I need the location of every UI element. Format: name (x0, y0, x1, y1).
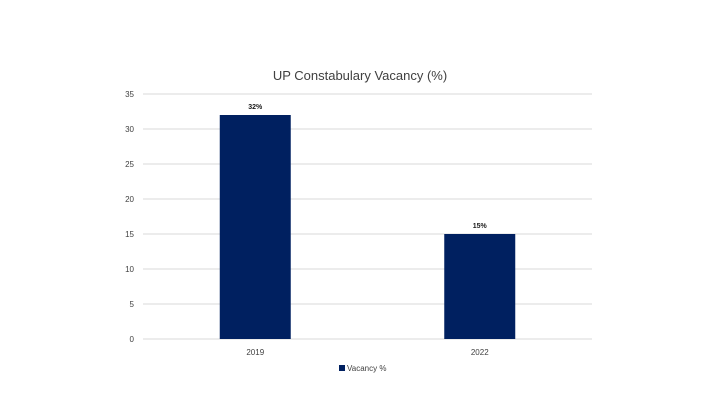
data-label-2022: 15% (473, 223, 488, 230)
data-label-2019: 32% (248, 104, 263, 111)
legend-label: Vacancy % (347, 364, 386, 373)
y-axis-tick-labels: 0 5 10 15 20 25 30 35 (125, 90, 134, 344)
y-tick-label: 25 (125, 160, 134, 169)
bar-2022 (444, 234, 516, 339)
y-tick-label: 30 (125, 125, 134, 134)
y-tick-label: 0 (130, 335, 135, 344)
data-labels: 32% 15% (248, 104, 487, 230)
bar-2019 (219, 115, 291, 339)
x-tick-label-2022: 2022 (471, 348, 489, 357)
chart-title: UP Constabulary Vacancy (%) (273, 68, 447, 83)
y-tick-label: 5 (130, 300, 135, 309)
y-tick-label: 35 (125, 90, 134, 99)
y-tick-label: 20 (125, 195, 134, 204)
y-tick-label: 15 (125, 230, 134, 239)
legend: Vacancy % (339, 364, 386, 373)
y-tick-label: 10 (125, 265, 134, 274)
gridlines (143, 93, 592, 340)
bars (219, 115, 516, 339)
legend-swatch (339, 365, 345, 371)
x-tick-label-2019: 2019 (246, 348, 264, 357)
x-axis-tick-labels: 2019 2022 (246, 348, 489, 357)
